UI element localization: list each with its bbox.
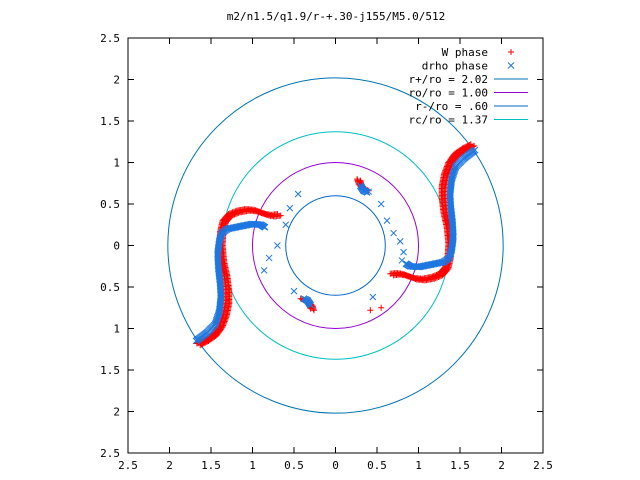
data-point [220,322,227,329]
x-tick-label: 0.5 [284,459,304,472]
data-point [507,62,515,69]
y-tick-label: 0 [113,240,120,253]
data-point [294,190,302,198]
data-point [226,210,233,217]
data-point [436,273,443,280]
reference-circle [285,195,386,296]
data-point [219,323,226,330]
y-tick-label: 1.5 [100,115,120,128]
reference-circle [167,77,504,414]
data-point [398,257,406,264]
legend-label: rc/ro = 1.37 [409,114,488,127]
data-point [274,210,281,217]
data-point [443,164,450,171]
data-point [232,208,239,215]
x-tick-label: 1 [415,459,422,472]
y-tick-label: 2 [113,74,120,87]
axis-ticks: 2.5 2 1.5 1 0.5 0 0.5 1 1.5 2 2.52.521.510.500.511… [100,32,553,472]
data-point [408,263,415,270]
legend-label: drho phase [422,60,488,73]
y-tick-label: 1 [113,323,120,336]
y-tick-label: 0.5 [100,281,120,294]
data-point [369,293,377,301]
data-point [220,321,227,328]
data-point [400,248,407,256]
y-tick-label: 2 [113,406,120,419]
data-point [221,318,228,325]
data-point [367,307,374,314]
x-tick-label: 2.5 [118,459,138,472]
data-point [228,209,235,216]
data-point [290,287,298,295]
y-tick-label: 0.5 [100,198,120,211]
data-point [383,217,391,224]
x-tick-label: 1.5 [201,459,221,472]
data-point [432,275,439,282]
reference-circle [221,131,450,360]
data-point [439,272,446,279]
series-w-phase [193,141,478,349]
reference-circle [252,162,419,329]
data-point [434,274,441,281]
data-point [223,314,230,321]
data-point [222,315,229,322]
data-point [438,272,445,279]
data-point [286,204,294,212]
data-point [357,177,364,184]
data-point [445,159,452,166]
y-tick-label: 2.5 [100,32,120,45]
x-tick-label: 2.5 [533,459,553,472]
data-point [282,221,290,229]
y-tick-label: 2.5 [100,447,120,460]
x-tick-label: 1.5 [450,459,470,472]
data-point [297,295,304,302]
data-point [377,200,385,208]
data-point [435,274,442,281]
legend-label: W phase [442,46,488,59]
y-tick-label: 1.5 [100,364,120,377]
x-tick-label: 2 [166,459,173,472]
legend-label: r-/ro = .60 [415,100,488,113]
data-point [444,162,451,169]
chart-title: m2/n1.5/q1.9/r-+.30-j155/M5.0/512 [227,10,446,23]
data-point [508,49,514,55]
data-point [387,270,394,277]
data-point [300,295,308,302]
data-point [390,229,397,237]
data-point [265,254,273,262]
x-tick-label: 1 [249,459,256,472]
data-point [222,317,229,324]
data-point [363,189,371,196]
y-tick-label: 1 [113,157,120,170]
data-point [443,163,450,170]
legend-label: r+/ro = 2.02 [409,73,488,86]
data-point [256,221,263,228]
data-point [402,260,410,268]
data-series [192,141,479,349]
data-point [390,272,397,279]
data-point [365,188,373,195]
data-point [225,210,232,217]
data-point [260,267,268,274]
series-drho-phase [192,146,479,345]
data-point [444,160,451,167]
x-tick-label: 0.5 [367,459,387,472]
data-point [229,209,236,216]
data-point [442,167,449,174]
data-point [378,304,385,311]
data-point [261,223,269,231]
legend-label: ro/ro = 1.00 [409,87,488,100]
x-tick-label: 0 [332,459,339,472]
data-point [396,237,404,245]
data-point [441,168,448,175]
data-point [442,166,449,173]
data-point [221,319,228,326]
data-point [274,242,281,249]
x-tick-label: 2 [498,459,505,472]
data-point [230,208,237,215]
data-point [277,212,284,219]
